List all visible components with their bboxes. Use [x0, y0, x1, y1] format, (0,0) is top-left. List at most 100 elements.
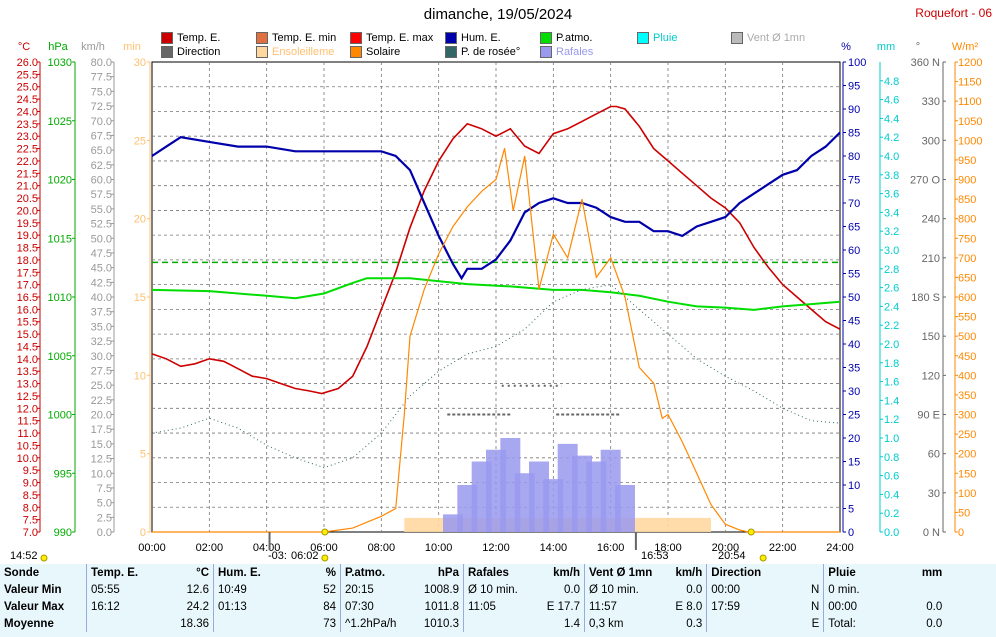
- y-tick-label: 350: [958, 390, 976, 402]
- table-cell: N: [810, 583, 820, 596]
- table-cell: 05:55: [86, 581, 165, 598]
- legend-label: Hum. E.: [461, 32, 501, 44]
- axis-unit-label: °: [916, 41, 920, 53]
- axis-unit-label: km/h: [81, 41, 105, 53]
- y-tick-label: 75: [848, 175, 860, 187]
- legend-swatch: [540, 32, 552, 44]
- table-cell: [213, 615, 292, 632]
- y-tick-label: 10: [848, 480, 860, 492]
- x-tick-label: 24:00: [826, 542, 854, 554]
- legend-label: Pluie: [653, 32, 678, 44]
- y-tick-label: 9.5: [23, 465, 38, 477]
- y-tick-label: 150: [958, 468, 976, 480]
- y-tick-label: 14.5: [17, 341, 38, 353]
- legend-swatch: [540, 46, 552, 58]
- legend-label: Vent Ø 1mn: [747, 32, 806, 44]
- y-tick-label: 3.6: [884, 189, 899, 201]
- table-header: Rafales: [463, 564, 532, 581]
- y-tick-label: 27.5: [91, 365, 112, 377]
- y-tick-label: 2.0: [884, 339, 899, 351]
- legend-item: Ensoleilleme: [256, 46, 334, 58]
- x-tick-label: 12:00: [482, 542, 510, 554]
- y-tick-label: 8.0: [23, 502, 38, 514]
- table-cell: [706, 615, 796, 632]
- y-tick-label: 0.8: [884, 452, 899, 464]
- y-tick-label: 37.5: [91, 307, 112, 319]
- y-tick-label: 10: [134, 370, 146, 382]
- legend-label: P. de rosée°: [461, 46, 521, 58]
- table-cell: ^1.2hPa/h: [340, 615, 409, 632]
- y-tick-label: 14.0: [17, 354, 38, 366]
- y-tick-label: 19.0: [17, 230, 38, 242]
- y-tick-label: 70.0: [91, 116, 112, 128]
- y-tick-label: 200: [958, 449, 976, 461]
- y-tick-label: 0.0: [97, 527, 112, 539]
- y-tick-label: 21.0: [17, 181, 38, 193]
- legend-swatch: [161, 46, 173, 58]
- y-tick-label: 650: [958, 272, 976, 284]
- y-tick-label: 1050: [958, 116, 982, 128]
- y-tick-label: 4.8: [884, 76, 899, 88]
- legend-item: Temp. E. min: [256, 32, 336, 44]
- legend-swatch: [445, 46, 457, 58]
- y-tick-label: 450: [958, 351, 976, 363]
- series-line: [151, 277, 841, 311]
- y-tick-label: 95: [848, 81, 860, 93]
- x-tick-label: 04:00: [253, 542, 281, 554]
- y-tick-label: 15: [848, 457, 860, 469]
- y-tick-label: 18.0: [17, 255, 38, 267]
- y-tick-label: 900: [958, 175, 976, 187]
- y-tick-label: 22.5: [91, 395, 112, 407]
- y-tick-label: 55.0: [91, 204, 112, 216]
- table-cell: 0.0: [564, 583, 580, 596]
- y-tick-label: 26.0: [17, 57, 38, 69]
- y-tick-label: 2.8: [884, 264, 899, 276]
- y-tick-label: 19.5: [17, 218, 38, 230]
- y-tick-label: 50: [848, 292, 860, 304]
- table-cell: 10:49: [213, 581, 292, 598]
- table-header: Sonde: [4, 566, 40, 579]
- y-tick-label: 7.5: [23, 515, 38, 527]
- legend-label: Direction: [177, 46, 221, 58]
- x-tick-label: 06:00: [310, 542, 338, 554]
- x-tick-label: 22:00: [769, 542, 797, 554]
- y-tick-label: 0.0: [884, 527, 899, 539]
- y-tick-label: 30: [928, 488, 940, 500]
- y-tick-label: 5: [848, 504, 854, 516]
- table-cell: 1011.8: [424, 600, 459, 613]
- y-tick-label: 17.0: [17, 280, 38, 292]
- table-cell: E 17.7: [546, 600, 580, 613]
- table-cell: E: [811, 617, 820, 630]
- table-header: %: [325, 566, 336, 579]
- table-header: Temp. E.: [86, 564, 165, 581]
- y-tick-label: 2.4: [884, 301, 899, 313]
- series-line: [151, 105, 841, 395]
- y-tick-label: 12.5: [17, 391, 38, 403]
- y-tick-label: 24.5: [17, 94, 38, 106]
- y-tick-label: 25.0: [17, 82, 38, 94]
- table-cell: 20:15: [340, 581, 409, 598]
- table-cell: E 8.0: [675, 600, 703, 613]
- y-tick-label: 65.0: [91, 145, 112, 157]
- x-tick-label: 20:00: [712, 542, 740, 554]
- table-cell: [902, 581, 946, 598]
- y-tick-label: 850: [958, 194, 976, 206]
- legend-swatch: [637, 32, 649, 44]
- legend-item: Direction: [161, 46, 220, 58]
- y-tick-label: 50: [958, 507, 970, 519]
- y-tick-label: 17.5: [91, 424, 112, 436]
- legend-item: Vent Ø 1mn: [731, 32, 805, 44]
- x-tick-label: 02:00: [196, 542, 224, 554]
- y-tick-label: 80: [848, 151, 860, 163]
- x-tick-label: 14:00: [540, 542, 568, 554]
- y-tick-label: 0.4: [884, 489, 899, 501]
- legend-swatch: [256, 46, 268, 58]
- y-tick-label: 30: [134, 57, 146, 69]
- y-tick-label: 995: [54, 468, 72, 480]
- y-tick-label: 0: [848, 527, 854, 539]
- y-tick-label: 10.0: [91, 468, 112, 480]
- table-header: km/h: [675, 566, 703, 579]
- y-tick-label: 13.5: [17, 366, 38, 378]
- table-cell: [86, 615, 165, 632]
- y-tick-label: 80.0: [91, 57, 112, 69]
